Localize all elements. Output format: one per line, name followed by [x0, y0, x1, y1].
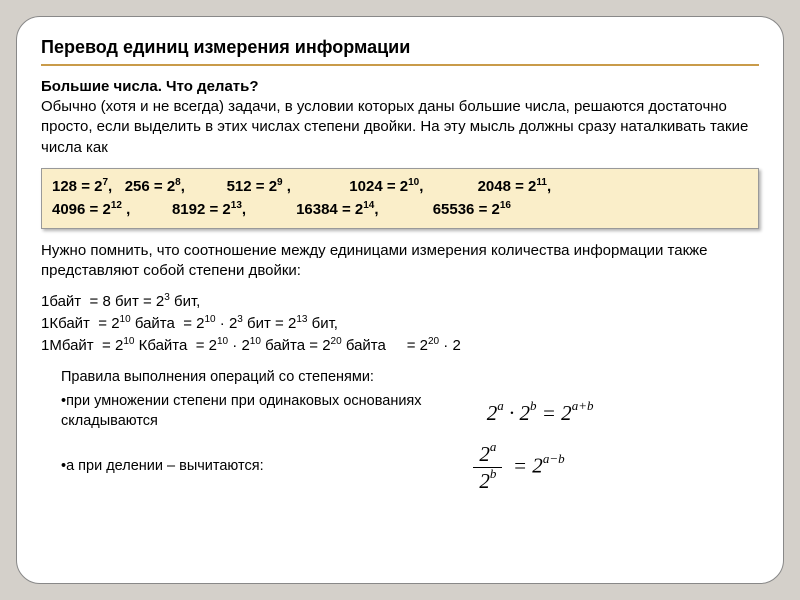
note-paragraph: Нужно помнить, что соотношение между еди… [41, 241, 759, 282]
rules-heading: Правила выполнения операций со степенями… [61, 367, 759, 387]
powers-of-two-box: 128 = 27, 256 = 28, 512 = 29 , 1024 = 21… [41, 168, 759, 229]
intro-paragraph: Обычно (хотя и не всегда) задачи, в усло… [41, 97, 759, 158]
unit-byte: 1байт = 8 бит = 23 бит, [41, 291, 759, 313]
subtitle: Большие числа. Что делать? [41, 78, 759, 95]
rule-divide-text: •а при делении – вычитаются: [61, 456, 264, 476]
units-block: 1байт = 8 бит = 23 бит, 1Кбайт = 210 бай… [41, 291, 759, 356]
formula-multiply: 2a · 2b = 2a+b [441, 400, 639, 426]
unit-mbyte: 1Мбайт = 210 Кбайта = 210 · 210 байта = … [41, 335, 759, 357]
slide-card: Перевод единиц измерения информации Боль… [16, 16, 784, 584]
formula-divide: 2a2b = 2a−b [399, 441, 639, 494]
rule-multiply-row: •при умножении степени при одинаковых ос… [41, 391, 759, 436]
unit-kbyte: 1Кбайт = 210 байта = 210 · 23 бит = 213 … [41, 313, 759, 335]
rule-multiply-text: •при умножении степени при одинаковых ос… [61, 391, 441, 432]
slide-title: Перевод единиц измерения информации [41, 37, 759, 66]
rule-divide-row: •а при делении – вычитаются: 2a2b = 2a−b [41, 441, 759, 494]
